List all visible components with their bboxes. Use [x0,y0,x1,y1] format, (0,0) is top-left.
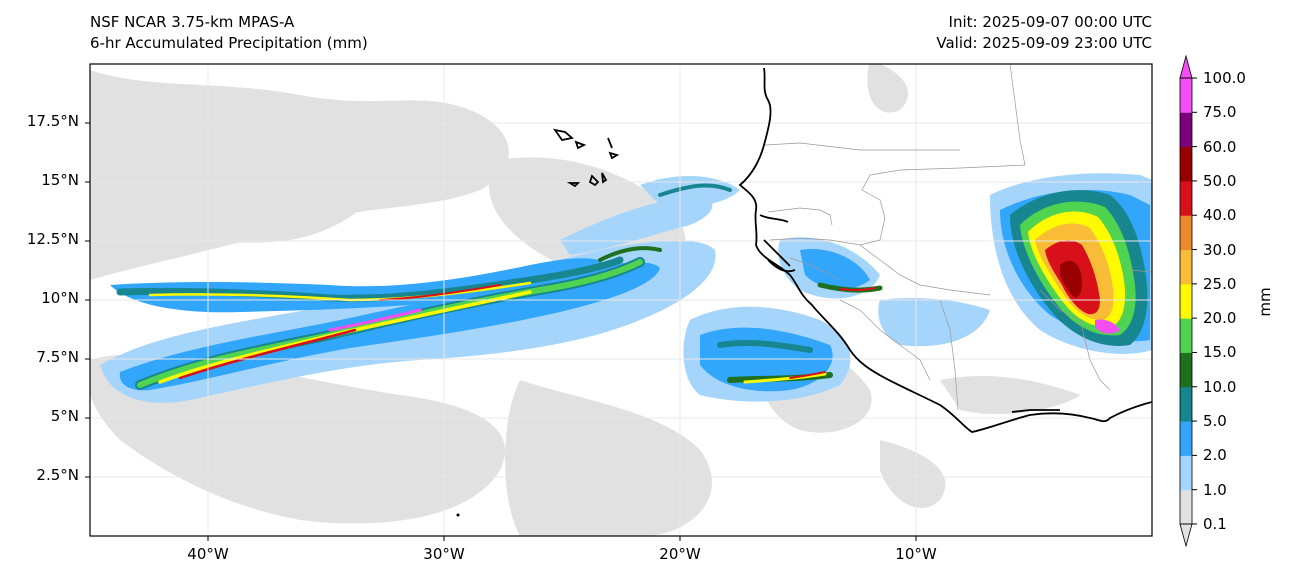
colorbar-tick-label: 100.0 [1203,69,1246,87]
colorbar-tick-label: 25.0 [1203,274,1237,293]
east-storm-cluster [1010,190,1148,346]
colorbar [1179,54,1197,548]
colorbar-tick-label: 75.0 [1203,103,1237,122]
x-tick-label: 20°W [659,545,701,563]
colorbar-segment [1180,455,1192,491]
colorbar-segment [1180,146,1192,182]
y-tick-label: 10°N [41,289,79,307]
colorbar-segment [1180,489,1192,525]
colorbar-tick-label: 60.0 [1203,137,1237,156]
country-borders [764,64,1152,411]
colorbar-segment [1180,352,1192,388]
colorbar-tick-label: 20.0 [1203,309,1237,328]
y-tick-label: 2.5°N [36,466,79,484]
colorbar-tick-label: 50.0 [1203,171,1237,190]
time-block: Init: 2025-09-07 00:00 UTC Valid: 2025-0… [936,12,1152,54]
title-block: NSF NCAR 3.75-km MPAS-A 6-hr Accumulated… [90,12,368,54]
colorbar-segment [1180,283,1192,319]
init-time: Init: 2025-09-07 00:00 UTC [948,13,1152,31]
y-tick-label: 15°N [41,171,79,189]
colorbar-segment [1180,112,1192,148]
y-tick-label: 17.5°N [26,112,79,130]
field-title: 6-hr Accumulated Precipitation (mm) [90,34,368,52]
colorbar-frame [1179,77,1193,525]
x-tick-label: 30°W [423,545,465,563]
valid-time: Valid: 2025-09-09 23:00 UTC [936,34,1152,52]
colorbar-tick-label: 2.0 [1203,446,1227,465]
colorbar-segment [1180,421,1192,456]
colorbar-tick-label: 10.0 [1203,377,1237,396]
x-tick-label: 40°W [187,545,229,563]
colorbar-tick-label: 1.0 [1203,480,1227,499]
island-dot [456,513,460,517]
colorbar-tick-label: 0.1 [1203,515,1227,533]
colorbar-extend-max [1179,54,1193,79]
x-tick-label: 10°W [895,545,937,563]
colorbar-segment [1180,180,1192,216]
colorbar-extend-min [1179,523,1193,548]
colorbar-segment [1180,249,1192,285]
colorbar-segment [1180,386,1192,422]
map-gridlines [90,64,1152,536]
coastline [552,67,1152,433]
colorbar-tick-label: 40.0 [1203,206,1237,225]
colorbar-tick-label: 30.0 [1203,240,1237,259]
y-tick-label: 5°N [50,407,79,425]
colorbar-segment [1180,215,1192,251]
y-tick-label: 12.5°N [26,230,79,248]
model-title: NSF NCAR 3.75-km MPAS-A [90,13,295,31]
colorbar-segment [1180,318,1192,353]
colorbar-unit-label: mm [1256,287,1274,317]
colorbar-tick-label: 15.0 [1203,343,1237,362]
colorbar-segment [1180,78,1192,113]
y-tick-label: 7.5°N [36,348,79,366]
colorbar-tick-label: 5.0 [1203,412,1227,431]
